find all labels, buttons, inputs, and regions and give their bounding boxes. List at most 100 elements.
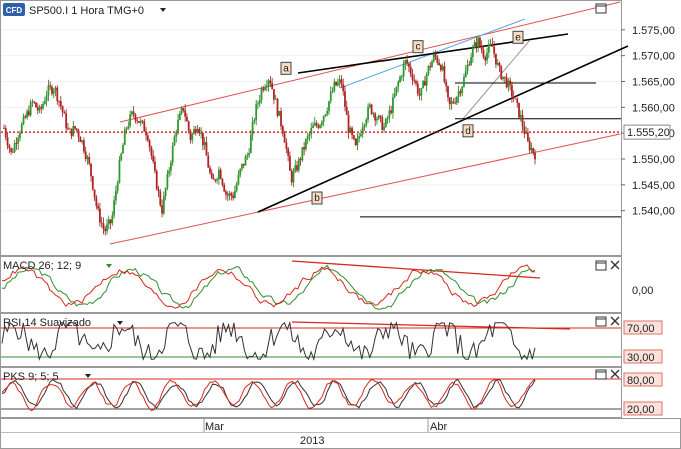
pks-maximize-icon[interactable] <box>595 369 607 380</box>
candle-body <box>91 176 94 190</box>
wave-label-c: c <box>416 42 421 53</box>
candle-body <box>212 178 215 180</box>
candle-body <box>155 170 158 190</box>
candle-body <box>63 112 66 114</box>
candle-body <box>290 170 293 183</box>
candle-body <box>342 84 345 92</box>
candle-body <box>75 128 78 131</box>
candle-body <box>466 64 469 71</box>
candle-body <box>244 156 247 166</box>
candle-body <box>116 182 119 192</box>
candle-body <box>349 127 352 133</box>
candle-body <box>491 43 494 47</box>
candle-body <box>100 222 103 224</box>
candle-body <box>36 107 39 111</box>
candle-body <box>217 169 220 180</box>
candle-body <box>294 165 297 172</box>
candle-body <box>27 111 30 116</box>
candle-body <box>61 106 64 113</box>
indicator-series-line <box>1 264 536 310</box>
candle-body <box>509 80 512 86</box>
candle-body <box>358 136 361 139</box>
price-maximize-icon[interactable] <box>595 3 607 14</box>
candle-body <box>384 118 387 127</box>
candle-body <box>65 113 68 129</box>
indicator-series-line <box>1 264 536 309</box>
wave-label-box <box>280 61 292 75</box>
candle-body <box>136 120 139 122</box>
candle-body <box>351 127 353 136</box>
candle-body <box>84 151 87 160</box>
candle-body <box>468 64 471 66</box>
pks-title[interactable]: PKS 9; 5; 5 <box>3 371 59 383</box>
candle-body <box>475 42 478 48</box>
candle-body <box>377 115 380 120</box>
candle-body <box>297 159 300 171</box>
pks-lines <box>1 378 536 412</box>
candle-body <box>512 96 515 99</box>
candle-body <box>374 113 377 121</box>
candle-body <box>225 191 227 195</box>
wave-label-e: e <box>515 32 521 43</box>
candle-body <box>439 64 442 71</box>
macd-dropdown-icon[interactable] <box>106 264 112 268</box>
candle-body <box>360 133 362 137</box>
macd-close-icon[interactable] <box>610 260 620 270</box>
candle-body <box>315 123 318 126</box>
candle-body <box>313 123 316 126</box>
candle-body <box>496 62 499 65</box>
candle-body <box>287 148 290 156</box>
candle-body <box>74 126 76 129</box>
candle-body <box>233 191 236 198</box>
candle-body <box>310 128 313 134</box>
candle-body <box>281 126 284 134</box>
macd-title[interactable]: MACD 26; 12; 9 <box>3 260 81 272</box>
pks-dropdown-icon[interactable] <box>85 374 91 378</box>
candle-body <box>205 142 208 156</box>
candle-body <box>328 101 330 112</box>
cfd-badge-label: CFD <box>6 6 23 15</box>
candle-body <box>216 179 219 181</box>
candle-body <box>438 62 441 65</box>
rsi-dropdown-icon[interactable] <box>117 321 123 325</box>
price-chart-title[interactable]: SP500.I 1 Hora TMG+0 <box>29 5 144 17</box>
candle-body <box>511 85 513 97</box>
candle-body <box>399 76 401 83</box>
candle-body <box>376 119 378 121</box>
candle-body <box>523 126 526 134</box>
date-tick-mar: Mar <box>205 421 224 433</box>
candle-body <box>436 56 439 63</box>
candle-body <box>445 81 448 87</box>
candle-body <box>352 135 355 139</box>
candle-body <box>38 106 41 111</box>
candle-body <box>114 191 117 201</box>
candle-body <box>178 113 181 120</box>
candle-body <box>484 57 487 61</box>
candle-body <box>11 151 14 153</box>
rsi-maximize-icon[interactable] <box>595 316 607 327</box>
rsi-title[interactable]: RSI 14 Suavizado <box>3 317 91 329</box>
title-dropdown-icon[interactable] <box>160 8 166 12</box>
pks-tick-80: 80,00 <box>627 375 655 387</box>
candle-body <box>98 208 101 223</box>
candle-body <box>507 80 510 88</box>
pks-close-icon[interactable] <box>610 369 620 379</box>
candle-body <box>486 52 488 61</box>
candle-body <box>305 139 307 150</box>
pks-panel: PKS 9; 5; 5 <box>0 367 622 418</box>
candle-body <box>386 118 389 120</box>
rsi-close-icon[interactable] <box>610 316 620 326</box>
candle-body <box>526 132 529 141</box>
price-axis-tick-label: 1.545,00 <box>632 180 675 192</box>
wave-label-box <box>412 40 424 54</box>
candle-body <box>413 79 416 81</box>
candle-body <box>139 120 142 123</box>
candle-body <box>379 115 382 118</box>
rsi-panel-border <box>0 313 622 367</box>
candle-body <box>306 136 309 140</box>
macd-maximize-icon[interactable] <box>595 260 607 271</box>
candle-body <box>393 93 396 98</box>
candle-body <box>381 117 384 130</box>
wave-label-box <box>311 191 323 205</box>
